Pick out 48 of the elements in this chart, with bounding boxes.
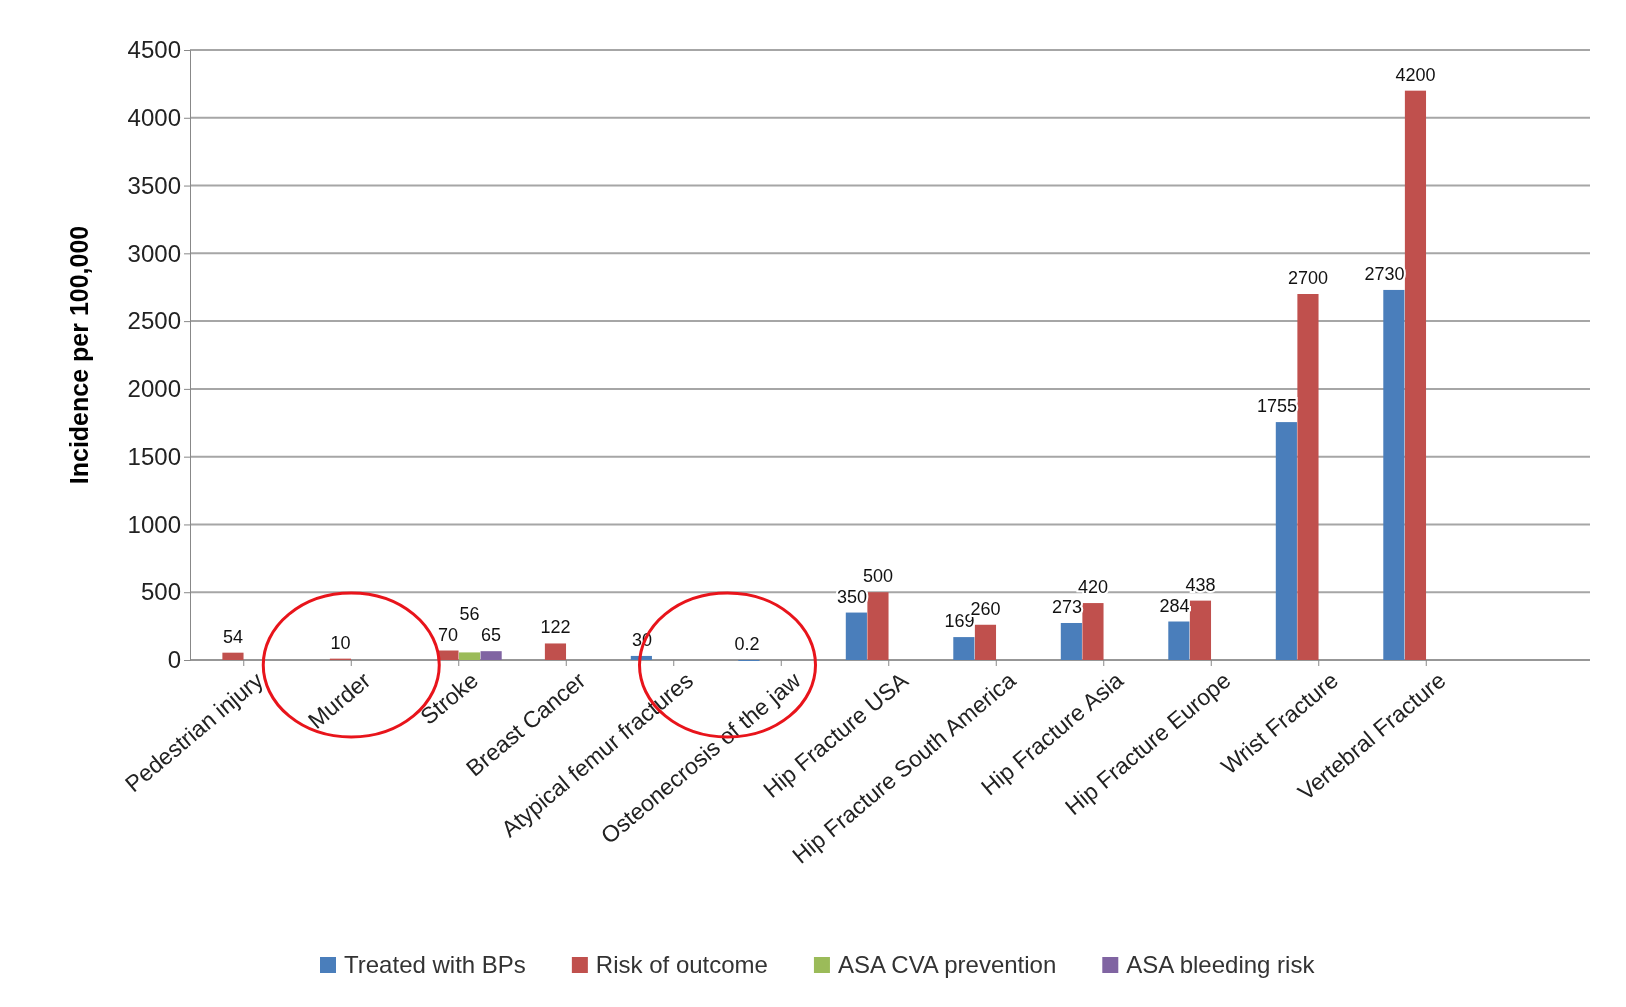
legend-label: ASA bleeding risk xyxy=(1126,951,1316,978)
data-label: 438 xyxy=(1185,574,1216,595)
y-tick-label: 500 xyxy=(140,578,181,606)
y-tick-label: 0 xyxy=(167,646,181,674)
bar xyxy=(458,652,481,660)
data-label: 70 xyxy=(437,624,458,645)
bar xyxy=(974,624,997,660)
bar xyxy=(845,612,867,660)
legend-label: Risk of outcome xyxy=(595,951,768,978)
data-label: 2700 xyxy=(1287,268,1328,288)
y-tick-label: 3000 xyxy=(127,239,181,267)
data-label: 284 xyxy=(1159,595,1190,616)
data-label: 10 xyxy=(330,632,351,653)
bar xyxy=(1297,294,1319,660)
y-axis-title: Incidence per 100,000 xyxy=(65,225,93,485)
data-label: 0.2 xyxy=(734,633,760,654)
data-label: 54 xyxy=(222,626,243,647)
bar xyxy=(544,643,567,660)
bar xyxy=(1060,622,1082,660)
data-label: 65 xyxy=(481,625,502,646)
bar xyxy=(1168,621,1190,660)
bar xyxy=(953,637,975,660)
bar xyxy=(1383,289,1405,660)
legend-label: ASA CVA prevention xyxy=(837,951,1057,978)
data-label: 500 xyxy=(862,566,893,587)
bar xyxy=(222,652,244,660)
y-tick-label: 4000 xyxy=(127,103,181,131)
data-label: 1755 xyxy=(1256,396,1297,417)
y-tick-label: 4500 xyxy=(127,36,181,64)
data-label: 4200 xyxy=(1395,64,1436,85)
y-tick-label: 2500 xyxy=(127,307,181,335)
data-label: 350 xyxy=(836,586,867,607)
y-tick-label: 3500 xyxy=(127,171,181,199)
data-label: 2730 xyxy=(1364,263,1405,284)
y-tick-label: 2000 xyxy=(127,375,181,403)
data-label: 122 xyxy=(540,617,571,638)
bar xyxy=(1082,603,1104,660)
data-label: 420 xyxy=(1077,577,1108,598)
bar xyxy=(867,592,889,660)
bar xyxy=(1404,90,1427,660)
bar xyxy=(480,651,502,660)
data-label: 273 xyxy=(1051,596,1082,617)
y-tick-label: 1000 xyxy=(127,510,181,538)
bar xyxy=(1189,600,1212,660)
y-tick-label: 1500 xyxy=(127,442,181,470)
bar xyxy=(1275,422,1297,660)
legend-label: Treated with BPs xyxy=(344,951,526,978)
data-label: 56 xyxy=(459,604,480,625)
